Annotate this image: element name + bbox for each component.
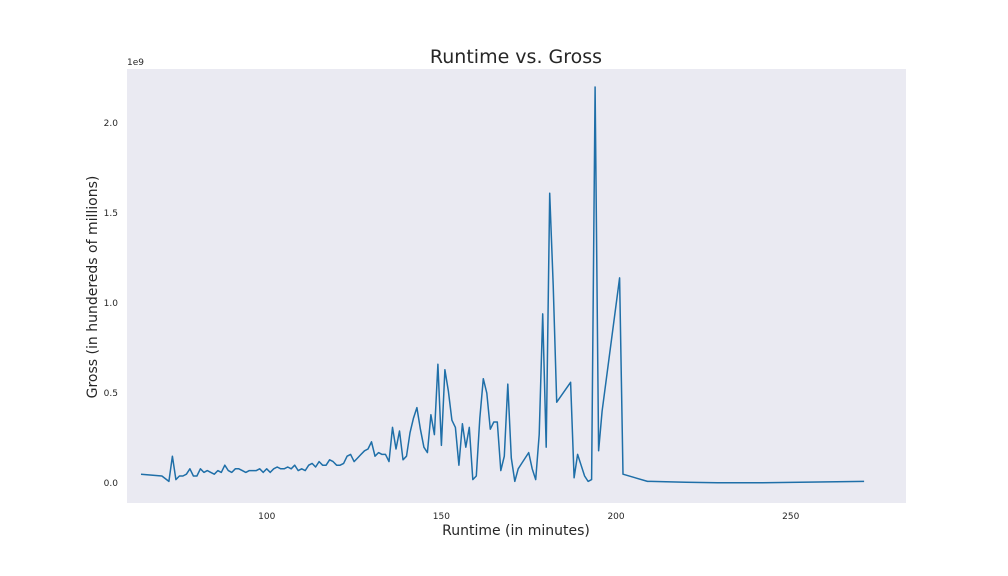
y-axis-label: Gross (in hundereds of millions) <box>85 176 101 399</box>
series-layer <box>140 86 865 484</box>
x-axis-label: Runtime (in minutes) <box>442 523 590 539</box>
x-tick-label: 150 <box>433 512 450 522</box>
y-offset-text: 1e9 <box>127 58 144 68</box>
series-line <box>140 86 865 484</box>
x-tick-labels: 100 150 200 250 <box>258 512 799 522</box>
y-tick-label: 1.5 <box>104 209 118 219</box>
y-tick-labels: 0.0 0.5 1.0 1.5 2.0 <box>104 119 119 489</box>
x-tick-label: 100 <box>258 512 275 522</box>
chart-title: Runtime vs. Gross <box>430 46 602 68</box>
y-tick-label: 1.0 <box>104 299 119 309</box>
y-tick-label: 0.5 <box>104 389 118 399</box>
plot-background <box>127 69 906 503</box>
y-tick-label: 0.0 <box>104 479 119 489</box>
x-tick-label: 250 <box>782 512 799 522</box>
x-tick-label: 200 <box>607 512 624 522</box>
y-tick-label: 2.0 <box>104 119 119 129</box>
